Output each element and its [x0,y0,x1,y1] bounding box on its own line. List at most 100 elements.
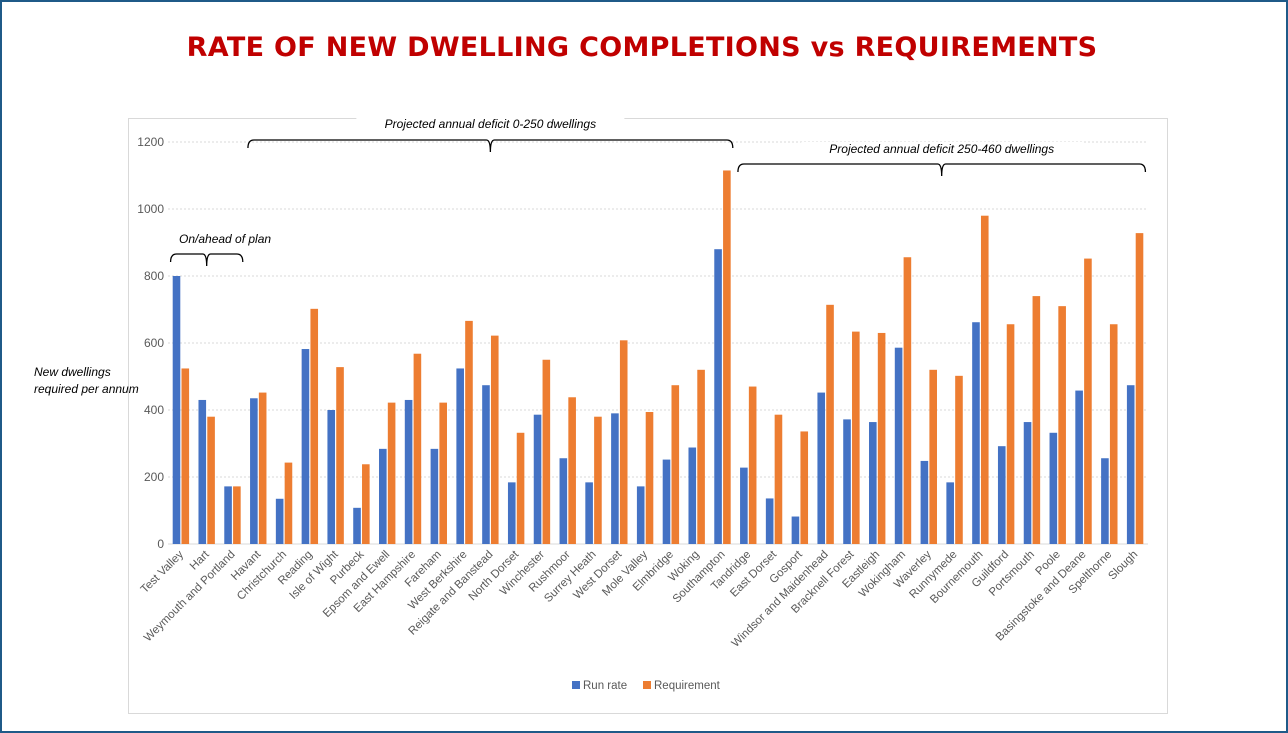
bar-requirement [1109,324,1118,544]
bar-run-rate [791,516,800,544]
bar-run-rate [636,486,645,544]
bar-run-rate [327,410,336,544]
bar-run-rate [662,459,671,544]
bar-requirement [490,335,499,544]
bar-requirement [877,332,886,544]
bar-run-rate [198,399,207,544]
legend-label: Run rate [583,680,627,692]
bar-requirement [1084,258,1092,544]
bar-requirement [542,359,551,544]
bar-run-rate [1023,422,1032,544]
bar-requirement [1006,324,1015,544]
bar-requirement [362,464,370,544]
bar-run-rate [843,419,851,544]
bar-run-rate [1075,390,1083,544]
bar-run-rate [353,507,361,544]
y-axis-label: New dwellings required per annum [34,365,139,396]
chart-title: RATE OF NEW DWELLING COMPLETIONS vs REQU… [186,32,1098,63]
bar-requirement [697,369,705,544]
bar-run-rate [611,413,619,544]
bar-run-rate [559,458,568,544]
bar-requirement [980,215,989,544]
bar-requirement [594,416,602,544]
bar-requirement [800,431,809,544]
bar-requirement [1032,296,1041,544]
bar-run-rate [714,249,722,544]
bar-requirement [233,486,241,544]
y-tick-label: 600 [144,336,164,350]
bar-run-rate [482,385,490,544]
annotation-bg [801,142,1082,157]
annotation-bg [175,232,292,247]
bar-run-rate [585,482,593,544]
x-tick-label: Test Valley [139,548,186,595]
annotation-label: Projected annual deficit 0-250 dwellings [385,117,596,131]
bar-run-rate [404,399,413,544]
bar-requirement [1058,306,1066,544]
bar-run-rate [1101,458,1109,544]
y-tick-label: 1000 [137,202,164,216]
bar-run-rate [920,460,929,544]
bar-requirement [1135,233,1144,544]
bar-run-rate [894,347,903,544]
bar-requirement [413,353,422,544]
y-tick-label: 0 [157,537,164,551]
bar-requirement [723,170,731,544]
bar-run-rate [250,398,258,544]
bar-requirement [387,402,396,544]
bar-run-rate [224,486,232,544]
bar-run-rate [740,467,748,544]
bar-requirement [284,462,293,544]
bar-requirement [826,304,834,544]
bar-requirement [671,385,680,544]
bar-run-rate [997,446,1006,544]
bar-requirement [929,369,937,544]
x-tick-label: Slough [1106,549,1140,583]
bar-run-rate [765,498,774,544]
bar-requirement [568,397,576,544]
annotation-label: On/ahead of plan [179,232,271,246]
annotation-label: Projected annual deficit 250-460 dwellin… [829,142,1054,156]
y-tick-label: 1200 [137,135,164,149]
y-tick-label: 800 [144,269,164,283]
bar-requirement [181,368,190,544]
annotation-brace [169,253,244,267]
bar-requirement [955,375,963,544]
bar-requirement [774,414,783,544]
bar-run-rate [817,392,826,544]
annotation-brace [737,163,1147,177]
bar-run-rate [688,447,697,544]
legend-label: Requirement [654,680,721,692]
bar-run-rate [301,349,310,544]
bar-run-rate [507,482,516,544]
bar-requirement [516,432,525,544]
legend-swatch [643,681,651,689]
bar-requirement [645,412,654,544]
bar-run-rate [379,448,387,544]
bar-run-rate [533,414,542,544]
bar-requirement [336,367,344,544]
bar-run-rate [1049,432,1058,544]
bar-run-rate [1126,385,1135,544]
annotation-brace [247,139,734,153]
bar-run-rate [430,448,439,544]
bar-requirement [258,392,267,544]
y-tick-label: 400 [144,403,164,417]
bar-requirement [903,257,912,544]
bar-requirement [852,331,860,544]
y-tick-label: 200 [144,470,164,484]
bar-requirement [439,402,447,544]
bar-run-rate [275,498,284,544]
bar-run-rate [456,368,464,544]
legend-swatch [572,681,580,689]
bar-requirement [619,340,628,544]
bar-requirement [748,386,757,544]
bar-run-rate [172,276,181,544]
bar-run-rate [946,482,954,544]
bar-run-rate [972,322,980,544]
bar-requirement [310,308,319,544]
bar-requirement [465,320,473,544]
bar-requirement [207,416,215,544]
bar-run-rate [869,422,877,544]
